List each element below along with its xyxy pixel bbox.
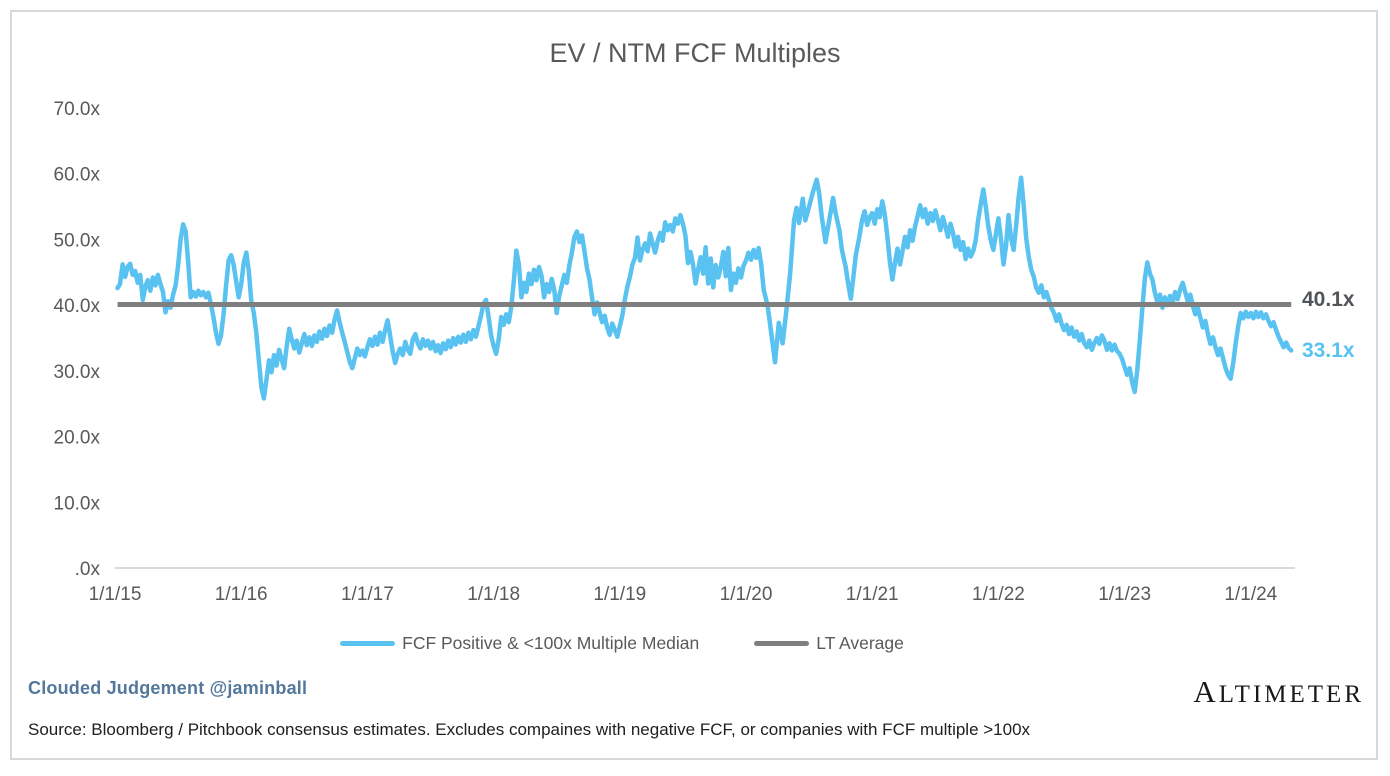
x-tick-label: 1/1/24 bbox=[1224, 584, 1277, 605]
x-tick-label: 1/1/19 bbox=[593, 584, 646, 605]
y-tick-label: 30.0x bbox=[54, 362, 101, 383]
x-tick-label: 1/1/16 bbox=[215, 584, 268, 605]
fcf-median-line-swatch-icon bbox=[340, 641, 396, 646]
chart-legend: FCF Positive & <100x Multiple Median LT … bbox=[32, 633, 1212, 654]
lt-average-line-swatch-icon bbox=[754, 641, 810, 646]
legend-label-fcf-median: FCF Positive & <100x Multiple Median bbox=[402, 633, 700, 653]
y-tick-label: 40.0x bbox=[54, 296, 101, 317]
y-tick-label: 10.0x bbox=[54, 493, 101, 514]
y-tick-label: 60.0x bbox=[54, 165, 101, 186]
chart-border-frame bbox=[10, 10, 1378, 760]
y-tick-label: 20.0x bbox=[54, 428, 101, 449]
last-value-label: 33.1x bbox=[1302, 339, 1355, 362]
altimeter-logo: Altimeter bbox=[1193, 674, 1364, 709]
lt-average-value-label: 40.1x bbox=[1302, 288, 1355, 311]
legend-item-lt-average: LT Average bbox=[754, 633, 904, 654]
x-tick-label: 1/1/21 bbox=[846, 584, 899, 605]
legend-label-lt-average: LT Average bbox=[816, 633, 904, 653]
y-tick-label: 50.0x bbox=[54, 230, 101, 251]
chart-title: EV / NTM FCF Multiples bbox=[549, 38, 841, 68]
x-tick-label: 1/1/22 bbox=[972, 584, 1025, 605]
x-tick-label: 1/1/17 bbox=[341, 584, 394, 605]
fcf-multiple-median-line bbox=[115, 175, 1294, 401]
source-note: Source: Bloomberg / Pitchbook consensus … bbox=[28, 720, 1031, 739]
legend-item-fcf-median: FCF Positive & <100x Multiple Median bbox=[340, 633, 699, 654]
x-tick-label: 1/1/15 bbox=[89, 584, 142, 605]
y-tick-label: 70.0x bbox=[54, 99, 101, 120]
x-tick-label: 1/1/18 bbox=[467, 584, 520, 605]
x-tick-label: 1/1/23 bbox=[1098, 584, 1151, 605]
byline: Clouded Judgement @jaminball bbox=[28, 678, 308, 698]
y-tick-label: .0x bbox=[75, 559, 101, 580]
x-tick-label: 1/1/20 bbox=[720, 584, 773, 605]
